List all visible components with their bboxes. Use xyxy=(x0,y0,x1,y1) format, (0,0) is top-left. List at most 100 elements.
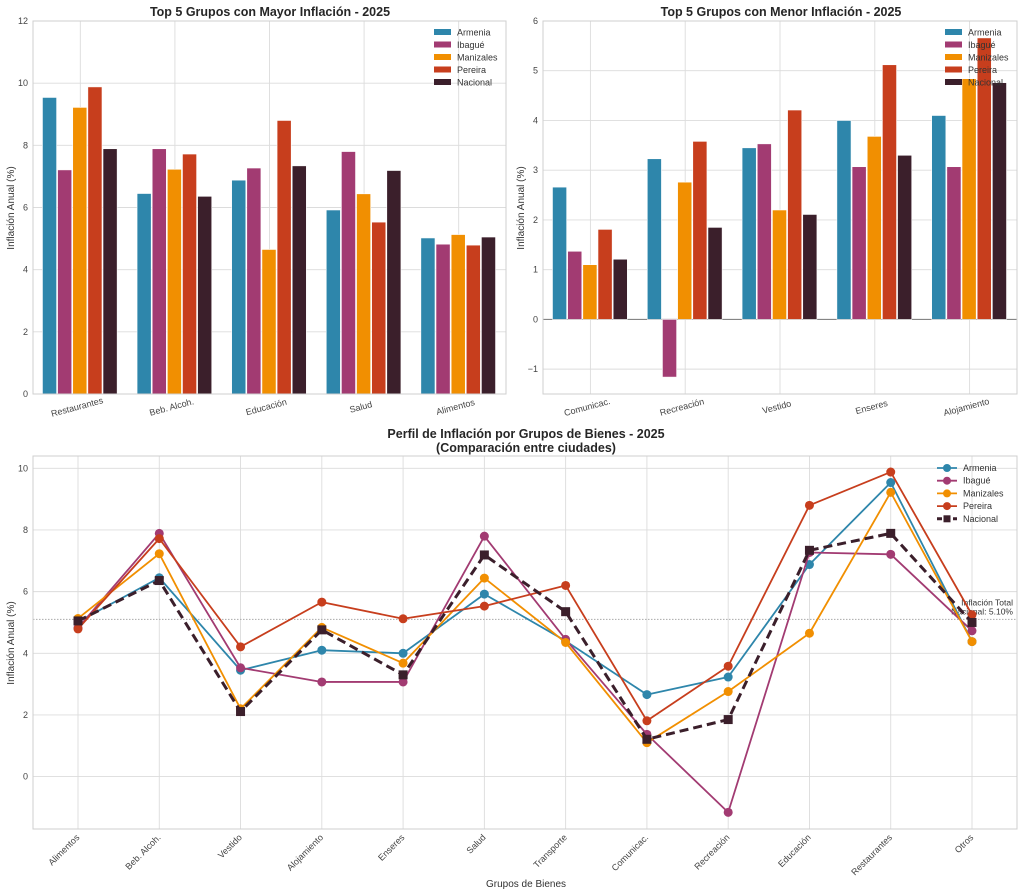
bar-ibague-alojamiento xyxy=(946,166,962,320)
bar-nacional-salud xyxy=(386,170,402,395)
chart-title: Top 5 Grupos con Mayor Inflación - 2025 xyxy=(150,5,390,19)
point-pereira-beb-alcoh xyxy=(154,534,164,544)
legend-marker-ibague xyxy=(943,476,951,485)
bar-armenia-beb-alcoh xyxy=(136,193,152,395)
y-tick-label: 4 xyxy=(533,115,538,125)
bar-pereira-alimentos xyxy=(465,244,481,395)
bar-pereira-educacion xyxy=(276,120,292,395)
bars xyxy=(552,37,1007,378)
point-armenia-recreacion xyxy=(723,672,733,682)
legend-label-nacional: Nacional xyxy=(963,514,998,524)
y-axis-label: Inflación Anual (%) xyxy=(516,166,527,249)
point-ibague-salud xyxy=(479,531,489,541)
legend-label-armenia: Armenia xyxy=(457,28,491,38)
y-tick-label: 6 xyxy=(23,587,28,597)
legend-swatch-armenia xyxy=(945,29,962,35)
bar-nacional-vestido xyxy=(802,214,818,320)
x-tick-label-alimentos: Alimentos xyxy=(46,832,81,867)
x-tick-label-vestido: Vestido xyxy=(216,832,244,860)
bar-nacional-alimentos xyxy=(481,236,496,395)
y-tick-label: 2 xyxy=(23,327,28,337)
bar-pereira-comunicac xyxy=(597,229,613,320)
point-pereira-restaurantes xyxy=(886,467,896,477)
x-tick-label-enseres: Enseres xyxy=(376,832,407,863)
point-nacional-salud xyxy=(479,550,489,560)
legend-label-armenia: Armenia xyxy=(968,28,1002,38)
line-pereira xyxy=(77,471,973,722)
point-pereira-vestido xyxy=(236,642,246,652)
legend-marker-nacional xyxy=(943,515,951,523)
bar-nacional-beb-alcoh xyxy=(197,196,213,395)
legend: Armenia Ibagué Manizales Pereira Nacional xyxy=(937,463,1004,524)
legend-swatch-armenia xyxy=(434,29,451,35)
point-nacional-comunicac xyxy=(642,734,652,744)
line-manizales xyxy=(77,491,973,744)
bar-ibague-recreacion xyxy=(662,319,677,378)
chart-top-menor-inflacion: Top 5 Grupos con Menor Inflación - 2025 … xyxy=(516,5,1018,418)
legend-swatch-pereira xyxy=(945,66,962,73)
bar-ibague-alimentos xyxy=(435,243,451,395)
x-axis-label: Grupos de Bienes xyxy=(486,879,566,890)
y-tick-label: 1 xyxy=(533,265,538,275)
bar-armenia-comunicac xyxy=(552,186,567,320)
point-ibague-enseres xyxy=(398,677,408,687)
legend-swatch-manizales xyxy=(945,54,962,60)
legend-label-pereira: Pereira xyxy=(968,65,997,75)
x-tick-label-alimentos: Alimentos xyxy=(435,397,476,417)
point-nacional-otros xyxy=(967,617,977,627)
bar-pereira-restaurantes xyxy=(87,86,103,395)
legend-label-ibague: Ibagué xyxy=(968,40,996,50)
point-pereira-enseres xyxy=(398,614,408,624)
reference-annotation-line1: Inflación Total xyxy=(961,597,1013,607)
y-tick-label: 8 xyxy=(23,525,28,535)
line-ibague xyxy=(77,532,973,814)
bar-manizales-enseres xyxy=(866,136,882,320)
bar-manizales-educacion xyxy=(261,249,277,395)
bar-nacional-enseres xyxy=(897,154,913,320)
bar-manizales-recreacion xyxy=(677,181,693,320)
point-pereira-salud xyxy=(479,601,489,611)
gridlines xyxy=(543,20,1017,394)
y-tick-label: 0 xyxy=(533,314,538,324)
point-nacional-enseres xyxy=(398,670,408,680)
x-tick-label-transporte: Transporte xyxy=(531,832,569,870)
x-tick-label-beb-alcoh: Beb. Alcoh. xyxy=(123,832,162,871)
plot-frame xyxy=(542,20,1018,395)
plot-background xyxy=(33,456,1017,829)
point-pereira-alimentos xyxy=(73,624,83,634)
legend-label-pereira: Pereira xyxy=(457,65,486,75)
chart-title: Top 5 Grupos con Menor Inflación - 2025 xyxy=(661,5,902,19)
point-nacional-alojamiento xyxy=(317,625,327,635)
bar-ibague-comunicac xyxy=(567,250,583,320)
legend-label-manizales: Manizales xyxy=(968,53,1009,63)
bar-ibague-salud xyxy=(341,151,356,395)
bar-ibague-beb-alcoh xyxy=(151,148,167,395)
legend-label-armenia: Armenia xyxy=(963,463,997,473)
series-lines xyxy=(73,467,977,817)
point-manizales-transporte xyxy=(561,638,571,647)
legend-label-nacional: Nacional xyxy=(457,78,492,88)
y-tick-label: 12 xyxy=(18,16,28,26)
bar-armenia-salud xyxy=(325,209,341,395)
legend-swatch-pereira xyxy=(434,66,451,73)
y-tick-label: 6 xyxy=(533,16,538,26)
point-armenia-enseres xyxy=(398,648,408,658)
y-tick-label: 0 xyxy=(23,772,28,782)
y-tick-label: 10 xyxy=(18,78,28,88)
y-tick-label: 2 xyxy=(533,215,538,225)
point-pereira-comunicac xyxy=(642,716,652,726)
point-armenia-comunicac xyxy=(642,690,652,700)
legend-swatch-nacional xyxy=(434,79,451,85)
x-tick-label-restaurantes: Restaurantes xyxy=(50,395,105,419)
bar-nacional-comunicac xyxy=(612,258,628,320)
y-tick-label: 6 xyxy=(23,203,28,213)
x-tick-label-vestido: Vestido xyxy=(761,398,792,415)
legend-swatch-manizales xyxy=(434,54,451,60)
x-tick-label-comunicac: Comunicac. xyxy=(563,396,611,418)
bar-manizales-alojamiento xyxy=(961,78,977,320)
point-nacional-vestido xyxy=(236,707,246,717)
line-nacional xyxy=(77,531,974,741)
bar-armenia-vestido xyxy=(741,147,757,320)
